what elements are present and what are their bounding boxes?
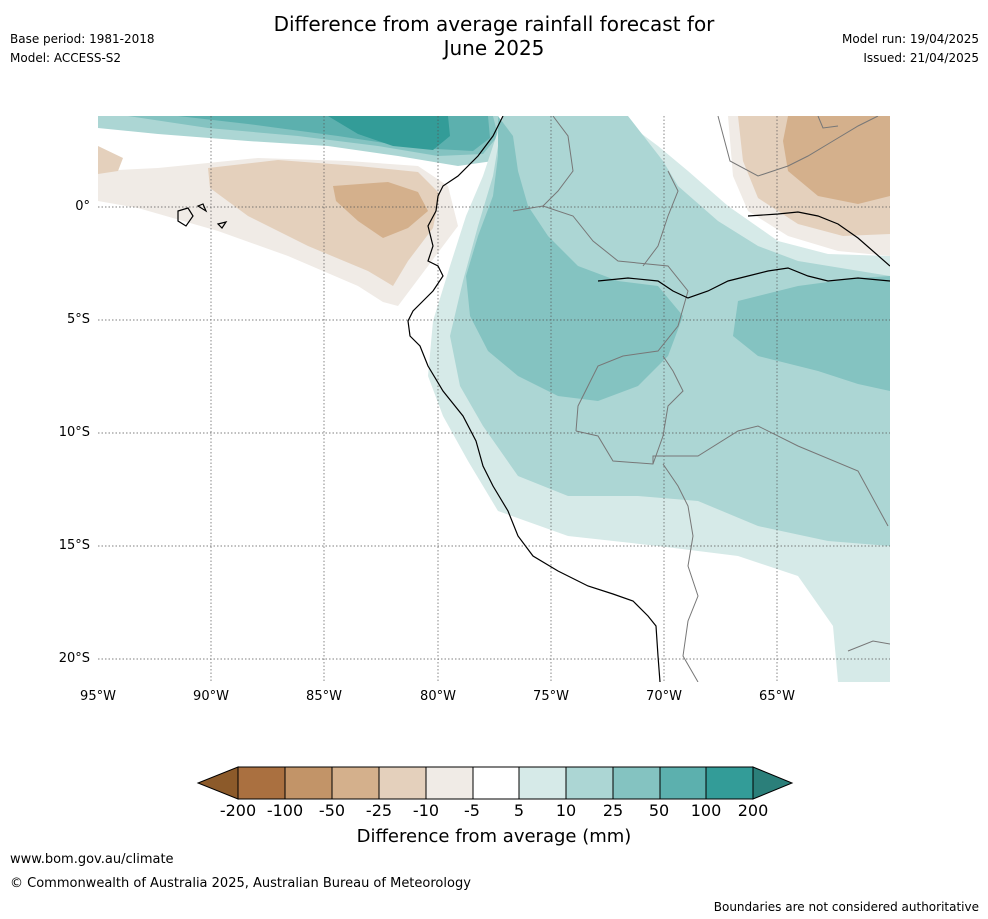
contour-north-max (328, 116, 450, 150)
metadata-right: Model run: 19/04/2025 Issued: 21/04/2025 (842, 30, 979, 68)
colorbar-tick: 200 (737, 801, 769, 820)
colorbar-tick: -100 (266, 801, 304, 820)
map-title: Difference from average rainfall forecas… (0, 12, 988, 60)
colorbar-title: Difference from average (mm) (356, 826, 632, 847)
colorbar-bin-10 (659, 766, 707, 800)
colorbar-tick: -5 (464, 801, 480, 820)
rainfall-map (98, 116, 890, 682)
base-period: Base period: 1981-2018 (10, 32, 155, 46)
model-run: Model run: 19/04/2025 (841, 32, 979, 46)
contour-land-25-east (733, 276, 890, 391)
model-name: Model: ACCESS-S2 (10, 51, 122, 65)
lon-label-80w: 80°W (420, 689, 456, 704)
contour-ocean-neg-strong (333, 182, 428, 238)
lat-label-5s: 5°S (66, 312, 90, 327)
contour-land-25 (466, 116, 683, 401)
metadata-left: Base period: 1981-2018 Model: ACCESS-S2 (10, 30, 155, 68)
colorbar-tick: 5 (513, 801, 525, 820)
lon-label-75w: 75°W (533, 689, 569, 704)
colorbar-tick: 100 (690, 801, 722, 820)
lon-label-95w: 95°W (80, 689, 116, 704)
colorbar-bin-5 (425, 766, 474, 800)
lon-label-85w: 85°W (306, 689, 342, 704)
colorbar-tick: -25 (365, 801, 393, 820)
graticule (98, 116, 890, 682)
colorbar-bin-2 (284, 766, 333, 800)
colorbar-tick: -10 (412, 801, 440, 820)
lat-label-20s: 20°S (58, 651, 90, 666)
colorbar-tick: -50 (318, 801, 346, 820)
issued-date: Issued: 21/04/2025 (863, 51, 979, 65)
footer-copyright: © Commonwealth of Australia 2025, Austra… (10, 876, 471, 891)
colorbar-bin-7 (518, 766, 567, 800)
footer-url: www.bom.gov.au/climate (10, 852, 174, 867)
lat-label-0: 0° (75, 199, 90, 214)
coastlines (177, 116, 890, 682)
colorbar-extend-high (752, 766, 794, 800)
colorbar-bin-6 (472, 766, 520, 800)
colorbar-bin-9 (612, 766, 661, 800)
colorbar-tick: 50 (648, 801, 670, 820)
colorbar-bin-11 (705, 766, 754, 800)
lat-label-15s: 15°S (58, 538, 90, 553)
lon-label-65w: 65°W (759, 689, 795, 704)
title-line-1: Difference from average rainfall forecas… (273, 12, 715, 36)
lon-label-70w: 70°W (646, 689, 682, 704)
colorbar-bin-4 (378, 766, 427, 800)
colorbar-bin-1 (237, 766, 286, 800)
footer-disclaimer: Boundaries are not considered authoritat… (713, 900, 979, 914)
title-line-2: June 2025 (443, 36, 545, 60)
contour-ocean-neg-mid (98, 146, 440, 286)
contour-ne-neg-strong (783, 116, 890, 204)
colorbar (196, 766, 794, 800)
colorbar-bin-3 (331, 766, 380, 800)
colorbar-tick: 10 (555, 801, 577, 820)
colorbar-bin-8 (565, 766, 614, 800)
lon-label-90w: 90°W (193, 689, 229, 704)
country-borders (512, 116, 890, 682)
lat-label-10s: 10°S (58, 425, 90, 440)
colorbar-tick: 25 (602, 801, 624, 820)
colorbar-extend-low (196, 766, 239, 800)
colorbar-tick: -200 (219, 801, 257, 820)
